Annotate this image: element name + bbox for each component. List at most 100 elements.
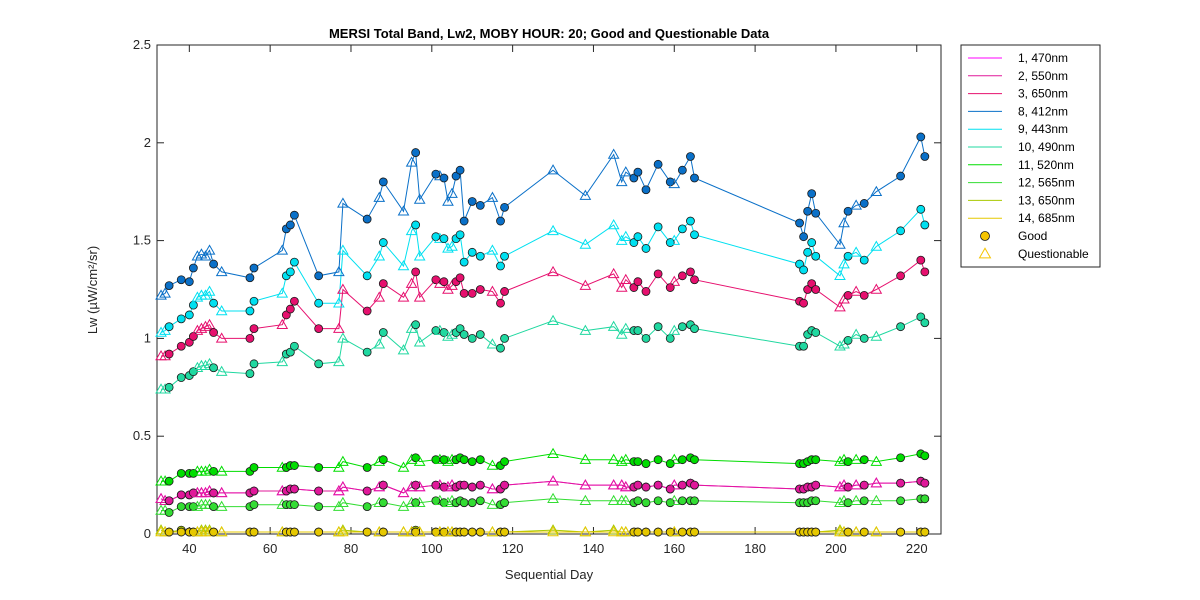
- good-marker: [633, 232, 643, 242]
- questionable-marker: [155, 289, 167, 300]
- questionable-marker: [332, 461, 345, 472]
- good-marker: [843, 498, 853, 508]
- questionable-marker: [442, 455, 454, 466]
- questionable-marker: [870, 185, 883, 196]
- questionable-marker: [337, 244, 349, 255]
- good-marker: [807, 238, 817, 247]
- good-marker: [811, 496, 821, 506]
- good-marker: [500, 498, 509, 508]
- questionable-marker: [834, 496, 846, 507]
- questionable-marker: [607, 320, 620, 331]
- good-marker: [188, 263, 198, 273]
- good-marker: [249, 463, 259, 472]
- questionable-marker: [276, 318, 289, 329]
- good-marker: [916, 132, 926, 142]
- good-marker: [459, 257, 469, 267]
- questionable-marker: [668, 324, 681, 335]
- questionable-marker: [619, 481, 632, 492]
- good-marker: [500, 480, 509, 490]
- questionable-marker: [397, 205, 410, 216]
- good-marker: [176, 341, 186, 351]
- good-marker: [475, 200, 485, 210]
- legend-label: 3, 650nm: [1018, 87, 1068, 101]
- good-marker: [314, 298, 324, 308]
- good-marker: [859, 496, 869, 506]
- questionable-marker: [870, 240, 883, 251]
- good-marker: [633, 277, 643, 287]
- good-marker: [439, 234, 449, 244]
- questionable-marker: [850, 285, 862, 296]
- good-marker: [467, 482, 477, 492]
- questionable-marker: [413, 496, 426, 507]
- questionable-marker: [547, 314, 559, 326]
- questionable-marker: [215, 486, 228, 498]
- good-marker: [641, 527, 651, 537]
- good-marker: [686, 216, 695, 226]
- good-marker: [920, 220, 930, 230]
- good-marker: [690, 496, 699, 506]
- good-marker: [314, 359, 324, 369]
- good-marker: [916, 255, 926, 265]
- good-marker: [290, 500, 299, 510]
- good-marker: [475, 285, 485, 294]
- questionable-marker: [337, 455, 349, 466]
- good-marker: [641, 482, 651, 492]
- questionable-marker: [413, 481, 426, 492]
- good-marker: [843, 206, 853, 216]
- good-marker: [807, 189, 817, 199]
- good-marker: [362, 214, 372, 224]
- good-marker: [641, 459, 651, 468]
- good-marker: [188, 300, 198, 310]
- questionable-marker: [668, 494, 681, 505]
- legend-label: Good: [1018, 229, 1047, 243]
- good-marker: [896, 453, 905, 463]
- good-marker: [362, 347, 372, 357]
- good-marker: [411, 453, 421, 463]
- good-marker: [475, 455, 485, 465]
- questionable-marker: [276, 287, 289, 298]
- good-marker: [314, 527, 324, 537]
- good-marker: [164, 349, 174, 359]
- y-axis-title: Lw (µW/cm²/sr): [85, 246, 100, 334]
- y-tick-label: 1.5: [133, 233, 151, 248]
- questionable-marker: [337, 283, 349, 294]
- legend-label: 2, 550nm: [1018, 69, 1068, 83]
- good-marker: [209, 298, 218, 308]
- good-marker: [439, 173, 449, 183]
- good-marker: [362, 486, 372, 496]
- good-marker: [859, 333, 869, 343]
- questionable-marker: [413, 250, 426, 261]
- legend-good-swatch: [980, 231, 990, 241]
- questionable-marker: [199, 359, 212, 371]
- good-marker: [176, 468, 186, 478]
- good-marker: [459, 216, 469, 226]
- questionable-marker: [547, 475, 559, 486]
- questionable-marker: [373, 250, 386, 261]
- questionable-marker: [159, 287, 171, 298]
- questionable-marker: [199, 486, 212, 498]
- questionable-marker: [203, 285, 216, 296]
- good-marker: [290, 461, 299, 470]
- questionable-marker: [397, 486, 410, 498]
- good-marker: [249, 296, 259, 306]
- questionable-marker: [486, 526, 499, 537]
- questionable-marker: [373, 291, 386, 302]
- questionable-marker: [332, 322, 345, 333]
- chart-title: MERSI Total Band, Lw2, MOBY HOUR: 20; Go…: [329, 26, 770, 41]
- good-marker: [896, 271, 905, 281]
- good-marker: [362, 502, 372, 512]
- good-marker: [176, 314, 186, 324]
- good-marker: [459, 330, 469, 339]
- good-marker: [896, 478, 905, 488]
- good-marker: [176, 490, 186, 500]
- good-marker: [378, 498, 388, 508]
- good-marker: [249, 486, 259, 496]
- good-marker: [653, 322, 663, 332]
- questionable-marker: [834, 340, 846, 351]
- y-tick-label: 1: [144, 330, 151, 345]
- good-marker: [314, 324, 324, 334]
- good-marker: [677, 224, 687, 234]
- y-tick-label: 0: [144, 526, 151, 541]
- good-marker: [859, 290, 869, 300]
